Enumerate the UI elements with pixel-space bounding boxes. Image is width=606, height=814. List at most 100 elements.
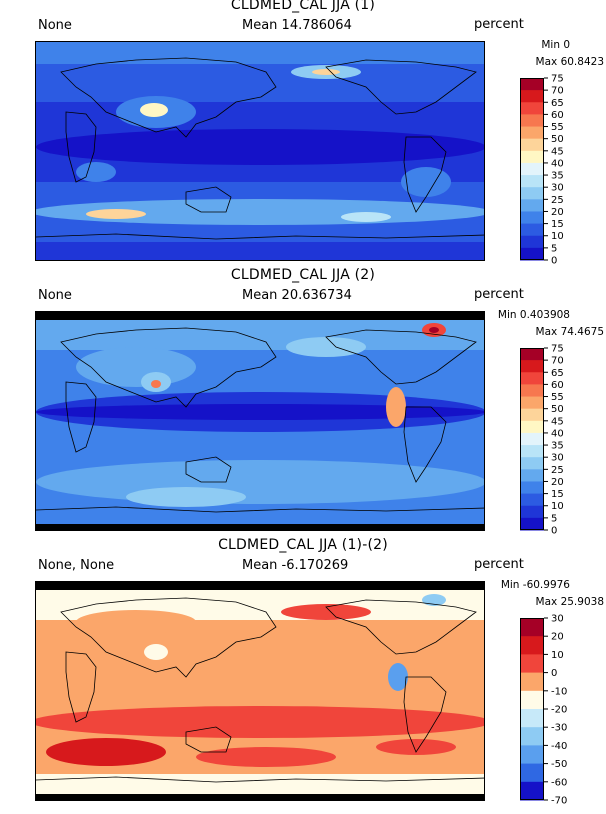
colorbar-tick-label: 30 [551,614,564,625]
colorbar-tick-label: 75 [551,74,564,85]
colorbar-swatch [520,432,544,446]
colorbar-tick-label: 60 [551,380,564,391]
colorbar-tick-label: 55 [551,122,564,133]
colorbar-swatch [520,636,544,655]
colorbar-svg: 30 20 10 0 -10 -20 -30 -40 -50 -60 -70 [520,614,567,807]
colorbar-swatch [520,360,544,373]
colorbar-swatch [520,457,544,470]
colorbar-tick-label: 0 [551,668,557,679]
panel-min: Min 0.403908 [497,309,570,321]
colorbar-swatch [520,348,544,361]
panel-max: Max 25.9038 [535,596,604,608]
panel-mean: Mean -6.170269 [242,558,349,573]
colorbar-swatch [520,384,544,398]
panel-units: percent [474,557,524,572]
colorbar-tick-label: 45 [551,416,564,427]
panel-units: percent [474,287,524,302]
colorbar-swatch [520,396,544,410]
colorbar-swatch [520,162,544,176]
colorbar-swatch [520,420,544,434]
colorbar-tick-label: 50 [551,404,564,415]
colorbar-swatch [520,102,544,115]
panel-units: percent [474,17,524,32]
colorbar-swatch [520,745,544,765]
colorbar-swatch [520,763,544,783]
colorbar-tick-label: 75 [551,344,564,355]
panel-max: Max 60.8423 [535,56,604,68]
colorbar-swatch [520,138,544,152]
map-plot [35,311,485,531]
colorbar-tick-label: 70 [551,86,564,97]
colorbar-swatch [520,372,544,385]
colorbar-border [520,78,544,260]
map-field [36,582,484,800]
colorbar-tick-label: 5 [551,513,557,524]
colorbar-swatch [520,114,544,128]
colorbar-tick-label: 50 [551,134,564,145]
colorbar-tick-label: 20 [551,477,564,488]
colorbar-swatch [520,247,544,261]
colorbar-swatch [520,618,544,637]
colorbar-tick-label: 15 [551,489,564,500]
colorbar-tick-label: 0 [551,526,557,537]
panel-left-label: None [38,288,72,303]
colorbar-swatch [520,690,544,710]
colorbar-tick-label: -30 [551,723,567,734]
colorbar-border [520,348,544,530]
colorbar-tick-label: 30 [551,183,564,194]
colorbar-swatch [520,517,544,531]
panel-left-label: None [38,18,72,33]
colorbar-swatch [520,199,544,212]
colorbar-border [520,618,544,800]
colorbar-tick-label: 35 [551,441,564,452]
colorbar-tick-label: 10 [551,650,564,661]
panel-min: Min 0 [541,39,570,51]
panel-title: CLDMED_CAL JJA (1)-(2) [218,537,388,553]
colorbar-tick-label: -60 [551,777,567,788]
colorbar-swatch [520,90,544,103]
colorbar-swatch [520,187,544,200]
colorbar-tick-label: 25 [551,195,564,206]
colorbar-swatch [520,493,544,507]
colorbar-tick-label: 45 [551,146,564,157]
colorbar-tick-label: -70 [551,796,567,807]
colorbar-tick-label: 0 [551,256,557,267]
colorbar-tick-label: 40 [551,158,564,169]
map-field [36,312,484,530]
colorbar-tick-label: 65 [551,368,564,379]
colorbar-tick-label: 60 [551,110,564,121]
colorbar-swatch [520,469,544,482]
colorbar-swatch [520,505,544,519]
colorbar-tick-label: -20 [551,705,567,716]
colorbar-tick-label: -50 [551,759,567,770]
panel-3: CLDMED_CAL JJA (1)-(2) None, None Mean -… [0,537,606,810]
colorbar-tick-label: 55 [551,392,564,403]
colorbar-swatch [520,481,544,495]
colorbar-swatch [520,408,544,422]
colorbar: 75 70 65 60 55 50 45 40 35 30 25 20 15 10 5 0 [520,74,564,267]
panel-min: Min -60.9976 [500,579,570,591]
panel-2: CLDMED_CAL JJA (2) None Mean 20.636734 p… [0,267,606,540]
colorbar-tick-label: 35 [551,171,564,182]
panel-max: Max 74.4675 [535,326,604,338]
colorbar: 30 20 10 0 -10 -20 -30 -40 -50 -60 -70 [520,614,567,807]
colorbar-tick-label: 40 [551,428,564,439]
colorbar-swatch [520,727,544,746]
map-plot [35,41,485,261]
colorbar-swatch [520,781,544,801]
colorbar-swatch [520,654,544,674]
colorbar-tick-label: 30 [551,453,564,464]
colorbar-tick-label: 10 [551,501,564,512]
colorbar-tick-label: 65 [551,98,564,109]
colorbar-swatch [520,709,544,728]
colorbar-swatch [520,223,544,237]
colorbar-tick-label: 5 [551,243,557,254]
colorbar: 75 70 65 60 55 50 45 40 35 30 25 20 15 10 5 0 [520,344,564,537]
colorbar-tick-label: 10 [551,231,564,242]
colorbar-swatch [520,235,544,249]
colorbar-tick-label: 15 [551,219,564,230]
colorbar-swatch [520,78,544,91]
panel-title: CLDMED_CAL JJA (1) [230,0,376,13]
